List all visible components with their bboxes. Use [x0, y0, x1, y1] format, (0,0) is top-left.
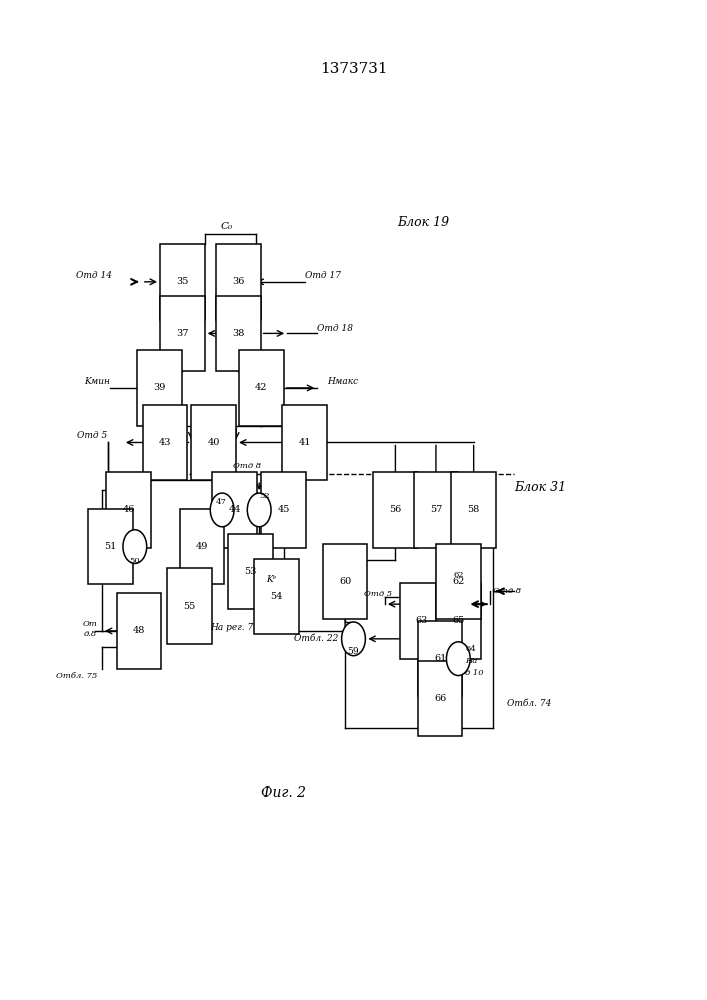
FancyBboxPatch shape — [216, 296, 261, 371]
Text: Отд 17: Отд 17 — [305, 271, 341, 280]
Text: 60: 60 — [339, 577, 351, 586]
Circle shape — [210, 493, 234, 527]
Text: 59: 59 — [348, 647, 359, 656]
Text: 49: 49 — [196, 542, 208, 551]
Text: 62: 62 — [452, 577, 464, 586]
Text: 66: 66 — [434, 694, 446, 703]
Text: 62: 62 — [453, 571, 464, 579]
Text: Отбл. 75: Отбл. 75 — [56, 672, 97, 680]
Text: д 10: д 10 — [465, 669, 484, 677]
FancyBboxPatch shape — [451, 472, 496, 548]
FancyBboxPatch shape — [137, 350, 182, 426]
Circle shape — [341, 622, 366, 656]
Text: 55: 55 — [183, 602, 195, 611]
Text: Нмакс: Нмакс — [327, 376, 358, 385]
FancyBboxPatch shape — [180, 509, 224, 584]
Text: От: От — [82, 620, 97, 628]
FancyBboxPatch shape — [255, 559, 299, 634]
Text: 43: 43 — [158, 438, 171, 447]
FancyBboxPatch shape — [436, 583, 481, 659]
Text: Отд 5: Отд 5 — [77, 431, 107, 440]
FancyBboxPatch shape — [373, 472, 418, 548]
Text: 57: 57 — [430, 505, 442, 514]
FancyBboxPatch shape — [436, 544, 481, 619]
Text: 56: 56 — [390, 505, 402, 514]
Text: Отд 8: Отд 8 — [493, 587, 521, 595]
Text: 47: 47 — [216, 498, 226, 506]
Text: 65: 65 — [452, 616, 464, 625]
Text: Отд 14: Отд 14 — [76, 271, 112, 280]
FancyBboxPatch shape — [418, 661, 462, 736]
Text: 38: 38 — [232, 329, 245, 338]
FancyBboxPatch shape — [282, 405, 327, 480]
FancyBboxPatch shape — [414, 472, 458, 548]
FancyBboxPatch shape — [106, 472, 151, 548]
Text: 1373731: 1373731 — [320, 62, 387, 76]
Text: На рег. 7: На рег. 7 — [210, 623, 254, 632]
FancyBboxPatch shape — [167, 568, 211, 644]
FancyBboxPatch shape — [160, 296, 205, 371]
FancyBboxPatch shape — [192, 405, 236, 480]
Text: 41: 41 — [298, 438, 311, 447]
Text: Отд 8: Отд 8 — [233, 462, 262, 470]
FancyBboxPatch shape — [117, 593, 161, 669]
Text: 37: 37 — [176, 329, 189, 338]
Text: 54: 54 — [271, 592, 283, 601]
Text: 50: 50 — [129, 557, 140, 565]
Text: д.8: д.8 — [84, 630, 97, 638]
Circle shape — [123, 530, 146, 563]
FancyBboxPatch shape — [160, 244, 205, 320]
Text: Отбл. 22: Отбл. 22 — [294, 634, 339, 643]
FancyBboxPatch shape — [88, 509, 133, 584]
FancyBboxPatch shape — [262, 472, 306, 548]
Text: 64: 64 — [465, 645, 476, 653]
FancyBboxPatch shape — [323, 544, 368, 619]
Text: Блок 19: Блок 19 — [397, 216, 450, 229]
FancyBboxPatch shape — [143, 405, 187, 480]
Text: 61: 61 — [434, 654, 446, 663]
FancyBboxPatch shape — [418, 621, 462, 696]
Text: 46: 46 — [122, 505, 135, 514]
Text: 52: 52 — [259, 492, 270, 500]
FancyBboxPatch shape — [216, 244, 261, 320]
Text: Kᵉ: Kᵉ — [266, 575, 276, 584]
Circle shape — [446, 642, 470, 676]
Circle shape — [247, 493, 271, 527]
Text: 45: 45 — [277, 505, 290, 514]
Text: 51: 51 — [104, 542, 117, 551]
FancyBboxPatch shape — [239, 350, 284, 426]
Text: Отд 5: Отд 5 — [364, 590, 392, 598]
Text: 58: 58 — [467, 505, 480, 514]
FancyBboxPatch shape — [228, 534, 273, 609]
FancyBboxPatch shape — [399, 583, 444, 659]
Text: Отбл. 74: Отбл. 74 — [507, 699, 551, 708]
Text: 39: 39 — [153, 383, 165, 392]
Text: 36: 36 — [232, 277, 245, 286]
Text: Kмин: Kмин — [85, 376, 110, 385]
FancyBboxPatch shape — [212, 472, 257, 548]
Text: 42: 42 — [255, 383, 267, 392]
Text: На: На — [465, 657, 477, 665]
Text: Блок 31: Блок 31 — [514, 481, 566, 494]
Text: 44: 44 — [228, 505, 241, 514]
Text: 35: 35 — [176, 277, 189, 286]
Text: Отд 18: Отд 18 — [317, 324, 354, 333]
Text: 63: 63 — [416, 616, 428, 625]
Text: C₀: C₀ — [221, 222, 233, 231]
Text: 40: 40 — [208, 438, 220, 447]
Text: Фиг. 2: Фиг. 2 — [261, 786, 306, 800]
Text: 48: 48 — [133, 626, 145, 635]
Text: 53: 53 — [245, 567, 257, 576]
